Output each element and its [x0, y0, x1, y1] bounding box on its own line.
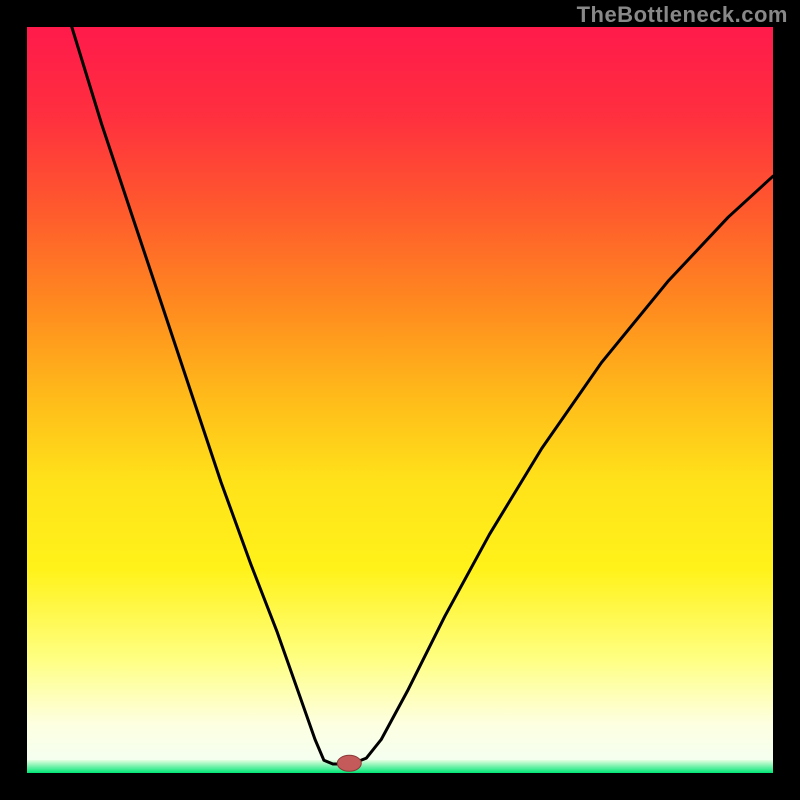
- bottleneck-chart: [0, 0, 800, 800]
- optimal-marker: [337, 755, 361, 771]
- green-strip: [27, 760, 773, 773]
- watermark-text: TheBottleneck.com: [577, 2, 788, 28]
- plot-background: [27, 27, 773, 760]
